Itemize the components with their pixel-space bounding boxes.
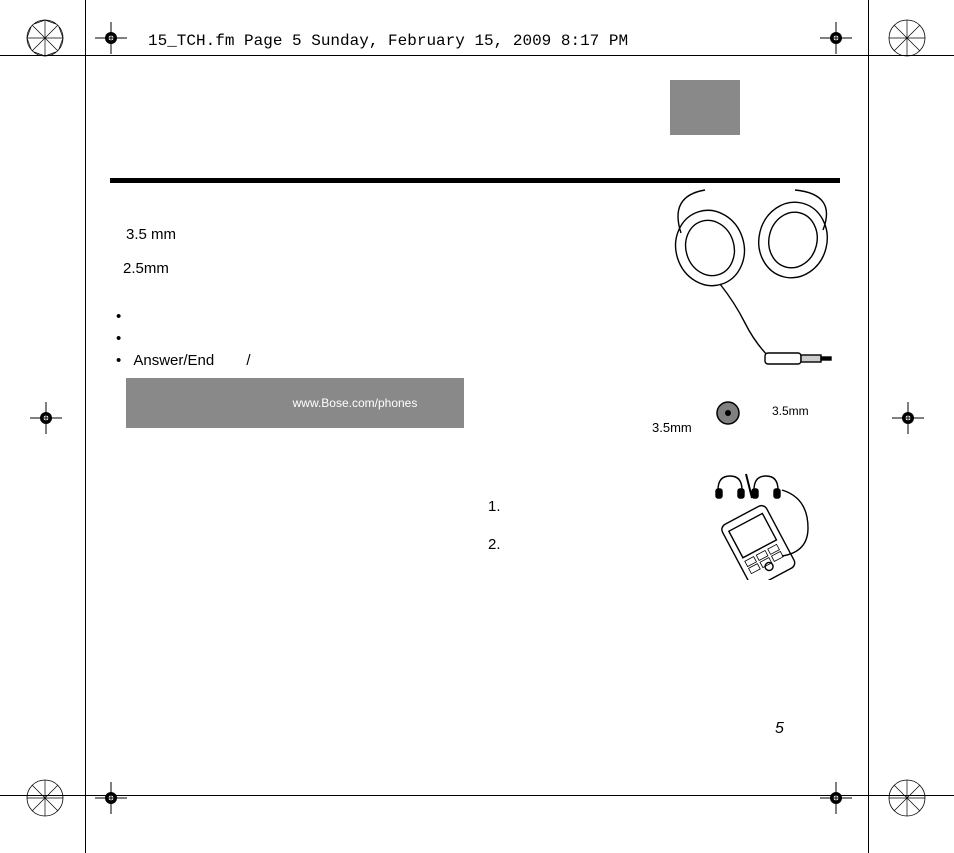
crosshair-mark-icon	[892, 402, 924, 434]
bullet-item: •	[116, 308, 130, 325]
registration-mark-icon	[25, 18, 65, 58]
list-item-2: 2.	[488, 536, 501, 553]
trim-line-bottom	[0, 795, 954, 796]
bullet-icon: •	[116, 308, 130, 325]
headphones-illustration	[665, 188, 840, 413]
content-rule	[110, 178, 840, 183]
crosshair-mark-icon	[95, 22, 127, 54]
trim-line-top	[0, 55, 954, 56]
list-item-1: 1.	[488, 498, 501, 515]
bullet-text-prefix: Answer/End	[133, 352, 214, 369]
page-number: 5	[775, 720, 784, 738]
header-filename: 15_TCH.fm Page 5 Sunday, February 15, 20…	[148, 32, 628, 50]
registration-mark-icon	[25, 778, 65, 818]
bullet-icon: •	[116, 330, 130, 347]
section-tab	[670, 80, 740, 135]
text-2.5mm: 2.5mm	[123, 260, 169, 277]
text-3.5mm: 3.5 mm	[126, 226, 176, 243]
info-box-url: www.Bose.com/phones	[293, 396, 418, 410]
label-3.5mm-left: 3.5mm	[652, 420, 692, 435]
registration-mark-icon	[887, 18, 927, 58]
bullet-icon: •	[116, 352, 130, 369]
bullet-item: •	[116, 330, 130, 347]
bullet-item: • Answer/End /	[116, 352, 251, 369]
jack-circle-icon	[716, 401, 740, 425]
registration-mark-icon	[887, 778, 927, 818]
info-box: www.Bose.com/phones	[126, 378, 464, 428]
bullet-text-sep: /	[246, 352, 250, 369]
crosshair-mark-icon	[820, 782, 852, 814]
phone-illustration	[700, 470, 820, 580]
trim-line-left	[85, 0, 86, 853]
crosshair-mark-icon	[30, 402, 62, 434]
trim-line-right	[868, 0, 869, 853]
crosshair-mark-icon	[820, 22, 852, 54]
crosshair-mark-icon	[95, 782, 127, 814]
